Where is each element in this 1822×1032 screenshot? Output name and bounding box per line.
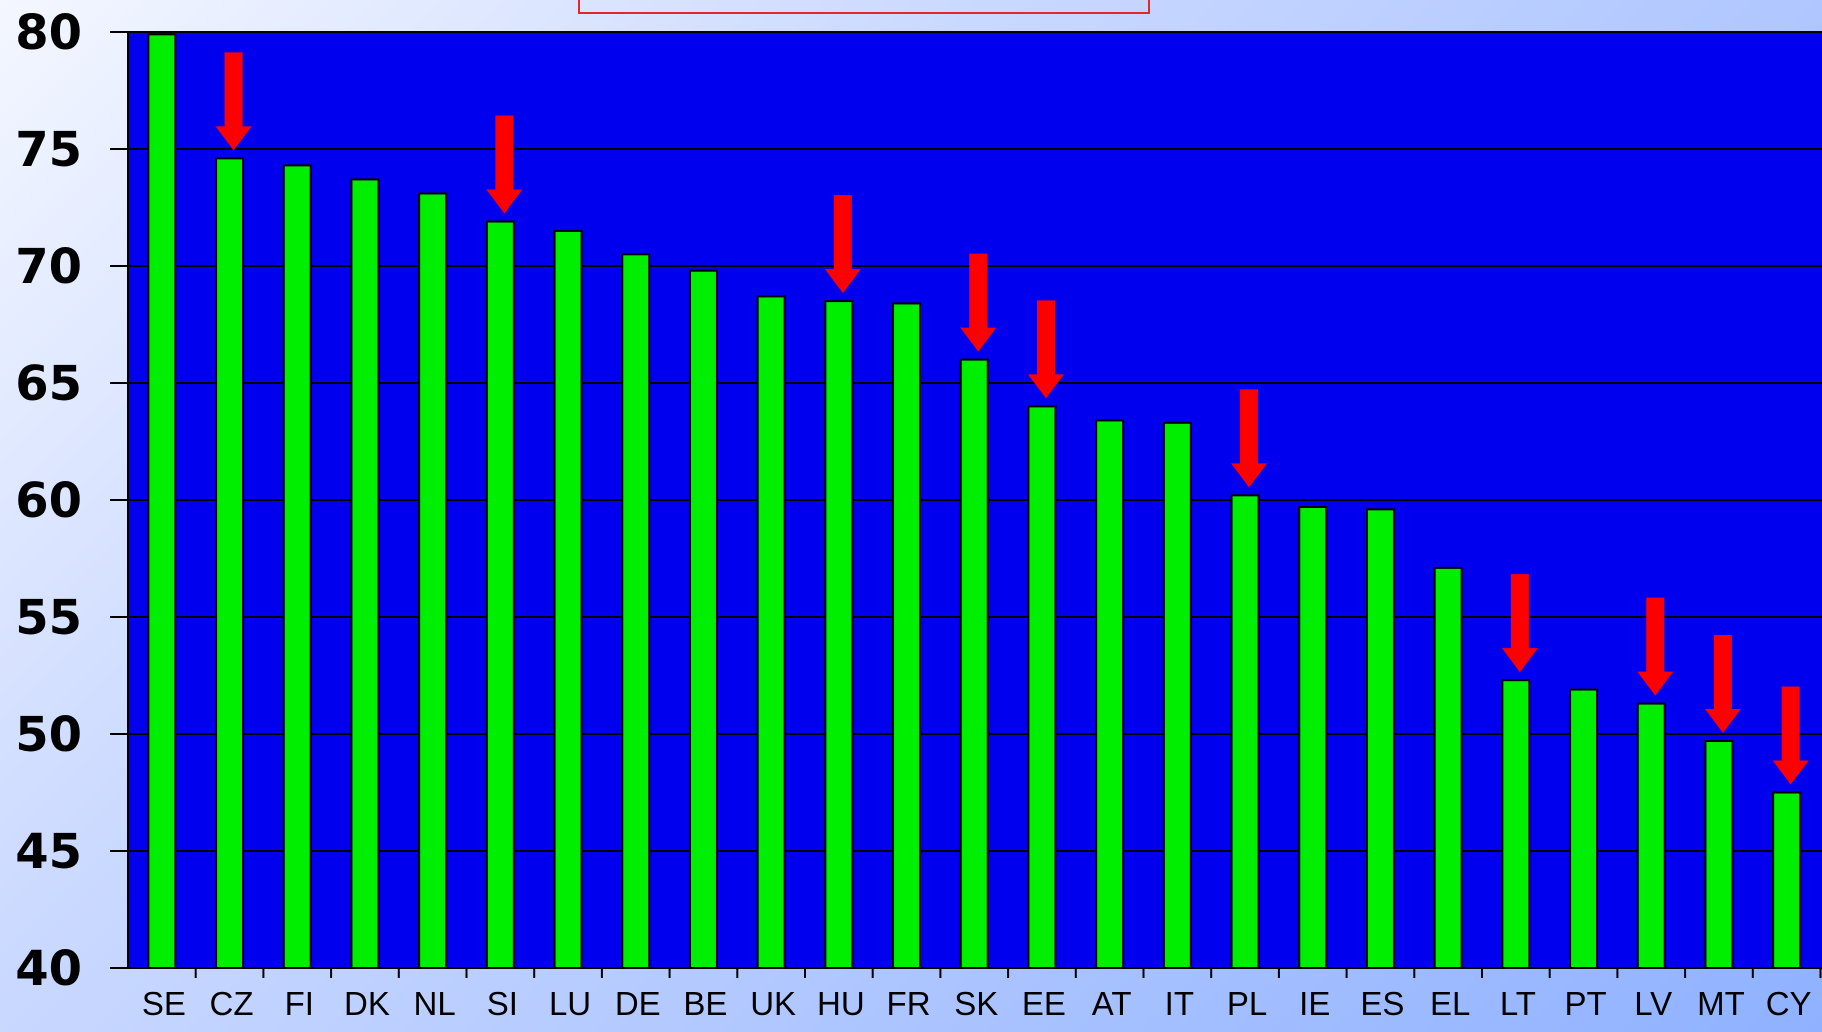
- x-tick-label: AT: [1092, 985, 1132, 1022]
- x-tick-label: DE: [615, 985, 661, 1022]
- x-tick-label: IE: [1299, 985, 1330, 1022]
- highlight-arrow: [1501, 574, 1538, 673]
- bar: [1433, 566, 1463, 969]
- bar: [1704, 740, 1734, 970]
- bar: [892, 302, 922, 969]
- x-tick-label: CY: [1766, 985, 1812, 1022]
- bar: [756, 295, 786, 970]
- bar: [350, 178, 380, 970]
- highlight-arrow: [1704, 635, 1741, 734]
- y-tick-label: 55: [15, 590, 82, 646]
- x-tick-label: CZ: [210, 985, 254, 1022]
- bar: [282, 164, 312, 969]
- bar: [1230, 494, 1260, 969]
- x-tick-label: SK: [954, 985, 998, 1022]
- x-tick-label: HU: [817, 985, 865, 1022]
- highlight-arrow: [1772, 686, 1809, 785]
- bar: [485, 220, 515, 970]
- bar: [1162, 421, 1192, 969]
- x-tick-label: UK: [750, 985, 796, 1022]
- x-tick-label: MT: [1697, 985, 1745, 1022]
- y-tick-label: 65: [15, 356, 82, 412]
- x-tick-label: LT: [1500, 985, 1536, 1022]
- bar: [1772, 791, 1802, 969]
- bar: [1365, 508, 1395, 969]
- bar: [418, 192, 448, 969]
- highlight-arrow: [215, 52, 252, 151]
- title-box: [578, 0, 1150, 14]
- x-tick-label: FI: [285, 985, 314, 1022]
- x-tick-label: EE: [1022, 985, 1066, 1022]
- y-tick-label: 70: [15, 239, 82, 295]
- highlight-arrow: [824, 195, 861, 294]
- x-tick-label: DK: [344, 985, 390, 1022]
- x-tick-label: ES: [1360, 985, 1404, 1022]
- bar: [1027, 405, 1057, 969]
- y-tick-label: 40: [15, 941, 82, 997]
- bar: [1501, 679, 1531, 969]
- y-tick-label: 50: [15, 707, 82, 763]
- highlight-arrow: [1637, 597, 1674, 696]
- bar: [1095, 419, 1125, 969]
- x-tick-label: FR: [887, 985, 931, 1022]
- x-tick-label: SE: [142, 985, 186, 1022]
- y-tick-label: 75: [15, 122, 82, 178]
- y-tick-label: 80: [15, 5, 82, 61]
- x-tick-label: EL: [1430, 985, 1470, 1022]
- bar: [1569, 688, 1599, 969]
- bar: [824, 300, 854, 970]
- bar: [553, 229, 583, 969]
- x-tick-label: PL: [1227, 985, 1267, 1022]
- y-tick-label: 60: [15, 473, 82, 529]
- bar: [621, 253, 651, 970]
- bar: [959, 358, 989, 970]
- x-tick-label: SI: [487, 985, 518, 1022]
- bar: [147, 33, 177, 969]
- x-tick-label: LU: [549, 985, 591, 1022]
- x-tick-label: NL: [414, 985, 456, 1022]
- bar: [688, 269, 718, 969]
- highlight-arrow: [1027, 300, 1064, 399]
- x-tick-label: LV: [1634, 985, 1672, 1022]
- x-tick-label: BE: [683, 985, 727, 1022]
- highlight-arrow: [486, 115, 523, 214]
- bar: [1636, 702, 1666, 970]
- bar: [215, 157, 245, 970]
- y-tick-label: 45: [15, 824, 82, 880]
- x-tick-label: PT: [1564, 985, 1606, 1022]
- highlight-arrow: [960, 253, 997, 352]
- bar: [1298, 506, 1328, 969]
- highlight-arrow: [1231, 389, 1268, 488]
- x-tick-label: IT: [1165, 985, 1194, 1022]
